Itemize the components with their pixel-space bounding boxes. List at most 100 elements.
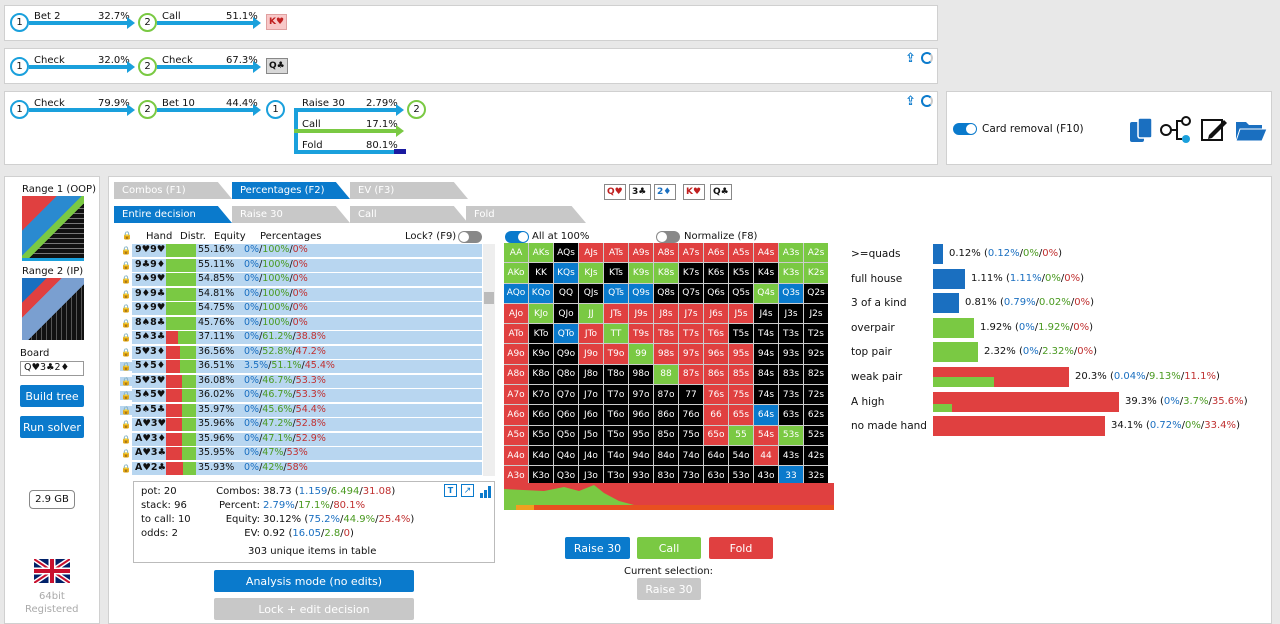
row-lock-icon[interactable]: 🔒 (121, 463, 131, 473)
hand-cell[interactable]: QTo (554, 324, 578, 344)
hand-cell[interactable]: 84o (654, 445, 678, 466)
hand-cell[interactable]: AQo (504, 283, 528, 303)
hand-cell[interactable]: Q4s (754, 283, 778, 303)
hand-cell[interactable]: T3s (779, 324, 803, 344)
hand-cell[interactable]: 65o (704, 425, 728, 445)
hand-cell[interactable]: 98s (654, 344, 678, 364)
hand-cell[interactable]: K9s (629, 263, 653, 283)
hand-cell[interactable]: AKs (529, 243, 553, 263)
hand-cell[interactable]: 73o (679, 466, 703, 486)
line-panel-3[interactable] (4, 91, 938, 165)
hand-cell[interactable]: T9s (629, 324, 653, 344)
board-card[interactable]: Q♣ (710, 184, 732, 200)
table-row[interactable]: 🔒 5♠5♥ 36.02% 0%/46.7%/53.3% (120, 389, 482, 402)
hand-cell[interactable]: 93s (779, 344, 803, 364)
call-button[interactable]: Call (637, 537, 701, 559)
chart-icon[interactable] (479, 484, 493, 498)
hand-cell[interactable]: KK (529, 263, 553, 283)
hand-cell[interactable]: 77 (679, 385, 703, 405)
hand-cell[interactable]: QTs (604, 283, 628, 303)
hand-cell[interactable]: QJo (554, 303, 578, 324)
hand-cell[interactable]: 44 (754, 445, 778, 466)
hand-cell[interactable]: 52s (804, 425, 828, 445)
hand-cell[interactable]: 55 (729, 425, 753, 445)
row-lock-icon[interactable]: 🔒 (120, 362, 132, 371)
node-ip[interactable]: 2 (407, 100, 426, 119)
table-row[interactable]: 🔒 A♥3♣ 35.95% 0%/47%/53% (120, 447, 482, 460)
hand-cell[interactable]: 86o (654, 405, 678, 425)
hand-cell[interactable]: J3s (779, 303, 803, 324)
row-lock-icon[interactable]: 🔒 (121, 289, 131, 299)
selected-action[interactable]: Raise 30 (637, 578, 701, 600)
hand-cell[interactable]: 87s (679, 364, 703, 385)
hand-cell[interactable]: 43s (779, 445, 803, 466)
scrollbar-thumb[interactable] (484, 292, 494, 304)
row-lock-icon[interactable]: 🔒 (120, 376, 132, 386)
hand-cell[interactable]: 64o (704, 445, 728, 466)
table-row[interactable]: 🔒 9♣9♦ 55.11% 0%/100%/0% (120, 258, 482, 272)
hand-cell[interactable]: 64s (754, 405, 778, 425)
copy-icon[interactable] (1128, 116, 1156, 144)
hand-cell[interactable]: Q9o (554, 344, 578, 364)
hand-cell[interactable]: T4o (604, 445, 628, 466)
hand-cell[interactable]: T8s (654, 324, 678, 344)
table-row[interactable]: 🔒 5♦5♦ 36.51% 3.5%/51.1%/45.4% (120, 360, 482, 373)
row-lock-icon[interactable]: 🔒 (121, 449, 131, 458)
hand-cell[interactable]: K5o (529, 425, 553, 445)
run-solver-button[interactable]: Run solver (20, 416, 84, 438)
hand-cell[interactable]: Q3s (779, 283, 803, 303)
hand-cell[interactable]: J7s (679, 303, 703, 324)
hand-cell[interactable]: A6s (704, 243, 728, 263)
hand-cell[interactable]: A6o (504, 405, 528, 425)
hand-cell[interactable]: K9o (529, 344, 553, 364)
table-scrollbar[interactable] (483, 244, 495, 476)
hand-cell[interactable]: K6s (704, 263, 728, 283)
hand-cell[interactable]: K6o (529, 405, 553, 425)
hand-cell[interactable]: 53o (729, 466, 753, 486)
hand-cell[interactable]: A5s (729, 243, 753, 263)
board-card[interactable]: 3♣ (629, 184, 651, 200)
hand-cell[interactable]: AKo (504, 263, 528, 283)
hand-cell[interactable]: 66 (704, 405, 728, 425)
hand-cell[interactable]: Q5s (729, 283, 753, 303)
row-lock-icon[interactable]: 🔒 (121, 420, 131, 429)
hand-cell[interactable]: 97o (629, 385, 653, 405)
hand-cell[interactable]: A3s (779, 243, 803, 263)
hand-cell[interactable]: T9o (604, 344, 628, 364)
hand-cell[interactable]: Q6o (554, 405, 578, 425)
hand-cell[interactable]: K3s (779, 263, 803, 283)
row-lock-icon[interactable]: 🔒 (121, 246, 131, 255)
tab-ev[interactable]: EV (F3) (350, 182, 468, 199)
table-row[interactable]: 🔒 A♥3♦ 35.96% 0%/47.1%/52.9% (120, 432, 482, 446)
row-lock-icon[interactable]: 🔒 (121, 434, 131, 444)
hand-cell[interactable]: 75s (729, 385, 753, 405)
hand-cell[interactable]: KTs (604, 263, 628, 283)
hand-cell[interactable]: T5o (604, 425, 628, 445)
hand-cell[interactable]: 65s (729, 405, 753, 425)
build-tree-button[interactable]: Build tree (20, 385, 84, 407)
hand-cell[interactable]: J2s (804, 303, 828, 324)
hand-cell[interactable]: 98o (629, 364, 653, 385)
row-lock-icon[interactable]: 🔒 (121, 318, 131, 328)
tab-call[interactable]: Call (350, 206, 468, 223)
hand-cell[interactable]: J3o (579, 466, 603, 486)
hand-cell[interactable]: J6o (579, 405, 603, 425)
hand-cell[interactable]: K4o (529, 445, 553, 466)
hand-cell[interactable]: A9o (504, 344, 528, 364)
node-oop[interactable]: 1 (10, 13, 29, 32)
hand-cell[interactable]: ATs (604, 243, 628, 263)
hand-cell[interactable]: 63s (779, 405, 803, 425)
tab-fold[interactable]: Fold (466, 206, 586, 223)
hand-cell[interactable]: KJo (529, 303, 553, 324)
row-lock-icon[interactable]: 🔒 (121, 304, 131, 313)
row-lock-icon[interactable]: 🔒 (121, 260, 131, 270)
hand-cell[interactable]: 85s (729, 364, 753, 385)
hand-cell[interactable]: Q3o (554, 466, 578, 486)
hand-cell[interactable]: J9s (629, 303, 653, 324)
tab-raise[interactable]: Raise 30 (232, 206, 350, 223)
hand-cell[interactable]: 86s (704, 364, 728, 385)
hand-cell[interactable]: JTs (604, 303, 628, 324)
table-row[interactable]: 🔒 5♥3♥ 36.08% 0%/46.7%/53.3% (120, 374, 482, 388)
hand-cell[interactable]: 95o (629, 425, 653, 445)
hand-cell[interactable]: JJ (579, 303, 603, 324)
